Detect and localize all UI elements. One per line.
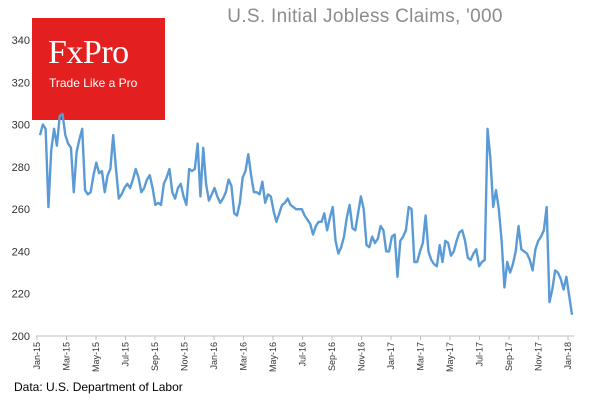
y-tick-label: 320	[12, 77, 30, 89]
x-tick-label: Sep-16	[327, 342, 337, 371]
y-tick-label: 240	[12, 246, 30, 258]
x-tick-label: Nov-17	[534, 342, 544, 371]
x-tick-label: Mar-16	[239, 342, 249, 371]
logo-name: FxPro	[48, 34, 129, 71]
fxpro-logo: FxPro Trade Like a Pro	[32, 18, 165, 120]
source-note: Data: U.S. Department of Labor	[14, 380, 183, 394]
series-line	[38, 112, 574, 316]
x-axis: Jan-15 Mar-15 May-15 Jul-15 Sep-15 Nov-15 Jan-…	[32, 335, 574, 372]
x-tick-label: Jul-15	[121, 342, 131, 367]
x-tick-label: May-16	[268, 342, 278, 372]
x-tick-label: Sep-15	[150, 342, 160, 371]
y-tick-label: 300	[12, 120, 30, 132]
x-tick-label: Mar-17	[416, 342, 426, 371]
y-tick-label: 200	[12, 331, 30, 343]
y-tick-label: 260	[12, 204, 30, 216]
y-tick-label: 220	[12, 289, 30, 301]
x-tick-label: Jul-17	[475, 342, 485, 367]
x-tick-label: May-17	[445, 342, 455, 372]
x-tick-label: Jan-15	[32, 342, 42, 370]
x-tick-label: Nov-15	[180, 342, 190, 371]
logo-tagline: Trade Like a Pro	[49, 76, 138, 90]
y-tick-label: 340	[12, 35, 30, 47]
plot-area	[38, 112, 574, 316]
x-tick-label: Jul-16	[298, 342, 308, 367]
x-tick-label: Sep-17	[504, 342, 514, 371]
chart-title: U.S. Initial Jobless Claims, '000	[227, 6, 503, 27]
x-tick-label: Jan-18	[563, 342, 573, 370]
x-tick-label: May-15	[91, 342, 101, 372]
x-tick-label: Jan-16	[209, 342, 219, 370]
x-tick-label: Nov-16	[357, 342, 367, 371]
x-tick-label: Mar-15	[62, 342, 72, 371]
y-tick-label: 280	[12, 162, 30, 174]
y-axis: 200 220 240 260 280 300 320 340	[12, 35, 30, 343]
x-tick-label: Jan-17	[386, 342, 396, 370]
